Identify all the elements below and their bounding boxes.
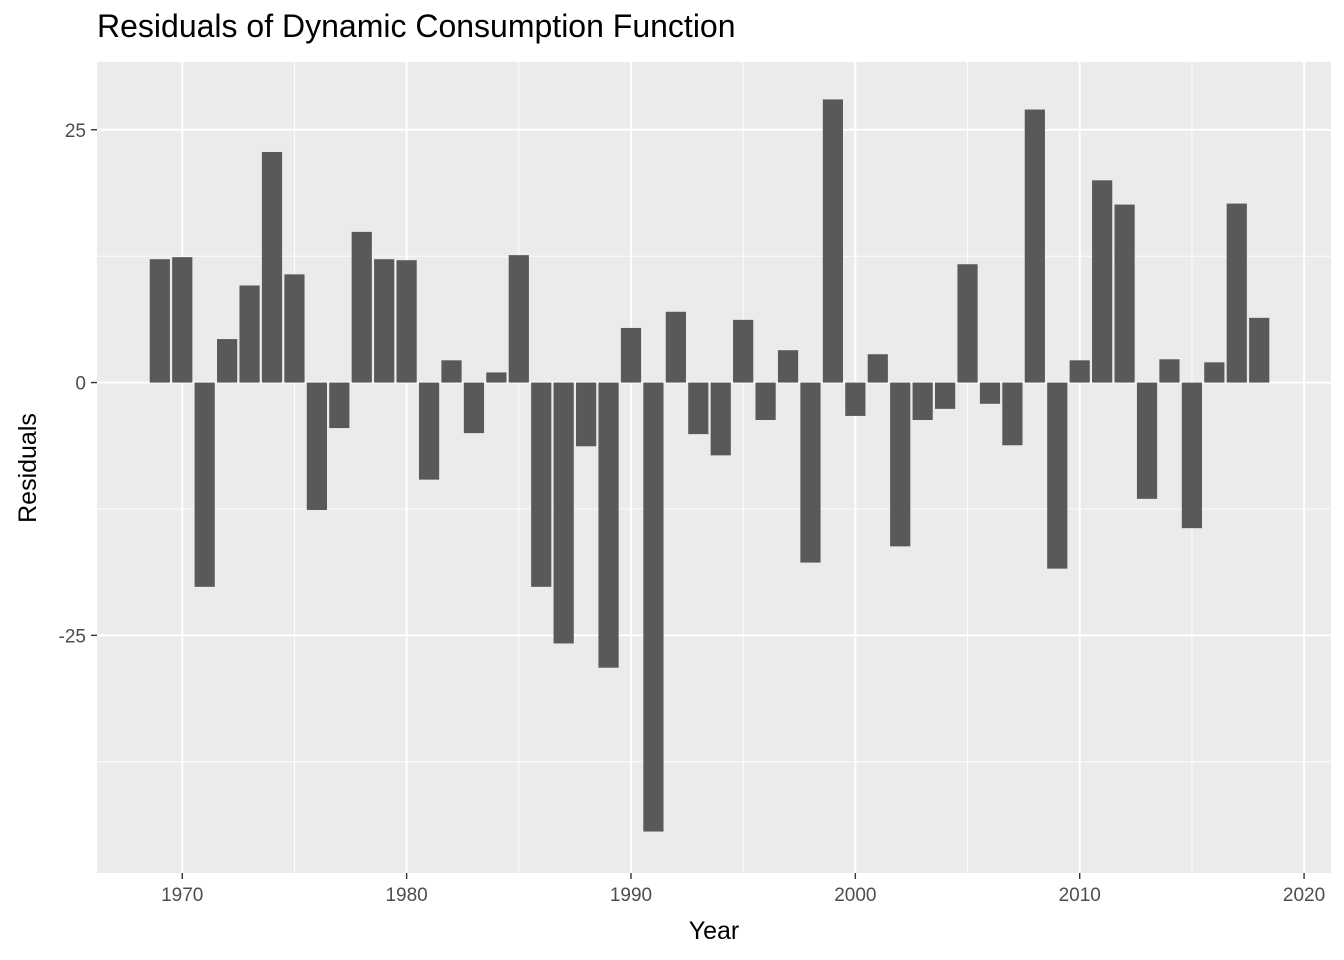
bar-1996 — [755, 382, 776, 420]
bars — [149, 99, 1270, 832]
bar-1970 — [172, 257, 193, 383]
x-tick-label: 2000 — [834, 885, 876, 906]
bar-2018 — [1249, 317, 1270, 383]
bar-1986 — [531, 382, 552, 587]
bar-1981 — [418, 382, 440, 480]
bar-2010 — [1069, 360, 1090, 383]
x-axis-title: Year — [689, 917, 740, 945]
x-tick-label: 1980 — [385, 885, 427, 906]
bar-1980 — [396, 260, 417, 383]
bar-2012 — [1114, 204, 1135, 383]
bar-1988 — [576, 382, 597, 447]
bar-1991 — [643, 382, 664, 832]
bar-1999 — [822, 99, 844, 383]
bar-1987 — [553, 382, 574, 644]
bar-1971 — [194, 382, 215, 587]
bar-2006 — [979, 382, 1001, 404]
bar-2003 — [912, 382, 933, 420]
bar-1998 — [800, 382, 821, 563]
bar-2011 — [1092, 180, 1113, 383]
y-tick-label: 25 — [65, 121, 86, 142]
bar-1969 — [149, 259, 170, 383]
x-axis: 1970 1980 1990 2000 2010 2020 — [161, 873, 1325, 906]
bar-2017 — [1226, 203, 1247, 383]
bar-2014 — [1159, 359, 1180, 383]
bar-1995 — [733, 319, 754, 383]
bar-1979 — [374, 259, 395, 383]
bar-1974 — [261, 151, 283, 383]
bar-1994 — [710, 382, 731, 456]
y-tick-label: 0 — [75, 374, 86, 395]
bar-2015 — [1181, 382, 1202, 529]
bar-1976 — [306, 382, 327, 510]
plot-panel — [97, 62, 1331, 873]
chart-title: Residuals of Dynamic Consumption Functio… — [97, 8, 736, 44]
bar-2001 — [867, 354, 888, 383]
bar-1985 — [508, 255, 529, 383]
bar-2002 — [890, 382, 911, 547]
bar-2004 — [934, 382, 956, 409]
x-tick-label: 2010 — [1059, 885, 1101, 906]
bar-1992 — [665, 311, 686, 383]
bar-2008 — [1024, 109, 1045, 383]
bar-1997 — [777, 350, 799, 383]
bar-1972 — [217, 339, 238, 383]
bar-1989 — [598, 382, 619, 668]
y-axis: 25 0 -25 — [59, 121, 97, 647]
bar-1993 — [688, 382, 709, 435]
y-axis-title: Residuals — [14, 413, 42, 523]
bar-2016 — [1204, 362, 1225, 383]
bar-1982 — [441, 360, 462, 383]
bar-1975 — [284, 274, 305, 383]
bar-2013 — [1136, 382, 1158, 499]
x-tick-label: 2020 — [1283, 885, 1325, 906]
bar-1983 — [463, 382, 485, 434]
x-tick-label: 1970 — [161, 885, 203, 906]
bar-1990 — [620, 327, 642, 383]
bar-1984 — [486, 372, 507, 383]
x-tick-label: 1990 — [610, 885, 652, 906]
bar-1973 — [239, 285, 260, 383]
bar-1977 — [329, 382, 350, 429]
bar-2009 — [1047, 382, 1068, 569]
bar-2007 — [1002, 382, 1023, 446]
bar-2000 — [845, 382, 866, 416]
bar-2005 — [957, 264, 978, 383]
y-tick-label: -25 — [59, 626, 86, 647]
bar-1978 — [351, 231, 372, 383]
